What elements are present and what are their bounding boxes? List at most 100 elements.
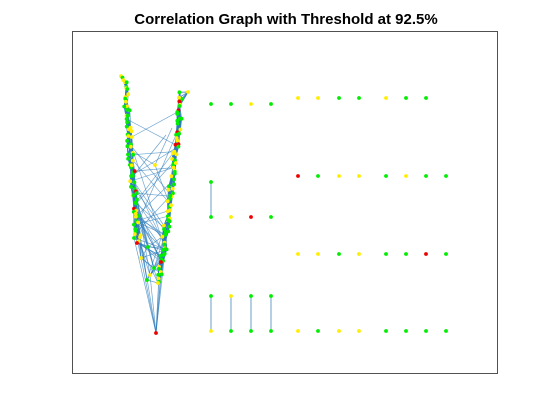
node — [168, 193, 173, 198]
node — [159, 260, 163, 264]
node — [404, 174, 408, 178]
node — [132, 169, 137, 174]
node — [424, 174, 428, 178]
node — [249, 329, 253, 333]
node — [209, 102, 213, 106]
edge — [130, 167, 174, 182]
edge — [126, 140, 172, 197]
node — [132, 222, 136, 227]
node — [126, 127, 131, 132]
node — [135, 241, 139, 245]
node — [163, 233, 168, 237]
node — [171, 165, 176, 170]
node — [209, 180, 213, 184]
node — [177, 99, 182, 104]
node — [172, 182, 177, 187]
node — [404, 252, 408, 256]
edge — [154, 127, 173, 166]
node — [125, 120, 129, 125]
edge — [149, 274, 157, 334]
node — [124, 80, 129, 85]
node — [122, 104, 127, 109]
node — [357, 252, 361, 256]
node — [161, 248, 165, 252]
node — [316, 96, 320, 100]
edge — [134, 228, 151, 276]
node — [125, 139, 129, 143]
edge — [135, 152, 174, 203]
node — [124, 117, 129, 121]
node — [176, 144, 181, 149]
edge — [133, 151, 175, 156]
node — [166, 184, 171, 189]
node — [229, 215, 233, 219]
node — [178, 127, 183, 132]
edge — [133, 195, 155, 269]
node — [357, 329, 361, 333]
node — [154, 331, 158, 335]
node — [132, 236, 136, 240]
node — [169, 174, 174, 179]
node — [296, 96, 300, 100]
node — [269, 294, 273, 298]
node — [129, 184, 133, 189]
node — [424, 329, 428, 333]
edge — [133, 237, 157, 334]
node — [128, 144, 133, 149]
node — [132, 180, 137, 185]
node — [269, 102, 273, 106]
node — [124, 99, 128, 104]
node — [384, 329, 388, 333]
graph-title: Correlation Graph with Threshold at 92.5… — [134, 11, 437, 28]
node — [168, 208, 172, 213]
node — [126, 92, 131, 97]
node — [126, 134, 131, 138]
node — [337, 252, 341, 256]
edge — [153, 231, 167, 269]
edge — [134, 182, 165, 226]
node — [158, 253, 163, 258]
edge — [136, 220, 164, 251]
node — [180, 97, 185, 101]
node — [337, 174, 341, 178]
edge — [155, 275, 160, 334]
node — [128, 179, 133, 184]
node — [126, 152, 130, 157]
node — [125, 144, 130, 149]
node — [357, 174, 361, 178]
node — [130, 158, 135, 163]
edge — [127, 154, 168, 202]
node — [296, 329, 300, 333]
node — [166, 218, 171, 223]
node — [229, 329, 233, 333]
node — [146, 245, 150, 249]
edge — [130, 175, 165, 245]
node-layer — [119, 74, 448, 335]
node — [316, 329, 320, 333]
node — [168, 197, 173, 201]
node — [177, 90, 182, 95]
axes-box — [72, 31, 498, 374]
node — [170, 186, 175, 191]
edge — [136, 192, 172, 197]
node — [126, 156, 130, 161]
edge — [154, 164, 169, 201]
node — [424, 252, 428, 256]
node — [269, 329, 273, 333]
edge — [126, 118, 176, 146]
node — [444, 252, 448, 256]
node — [127, 108, 132, 113]
node — [249, 294, 253, 298]
node — [174, 152, 179, 157]
node — [162, 227, 166, 232]
node — [133, 229, 138, 234]
node — [129, 135, 134, 139]
node — [125, 87, 130, 91]
node — [296, 252, 300, 256]
node — [136, 220, 141, 225]
node — [177, 95, 181, 100]
edge — [179, 105, 183, 119]
node — [384, 96, 388, 100]
